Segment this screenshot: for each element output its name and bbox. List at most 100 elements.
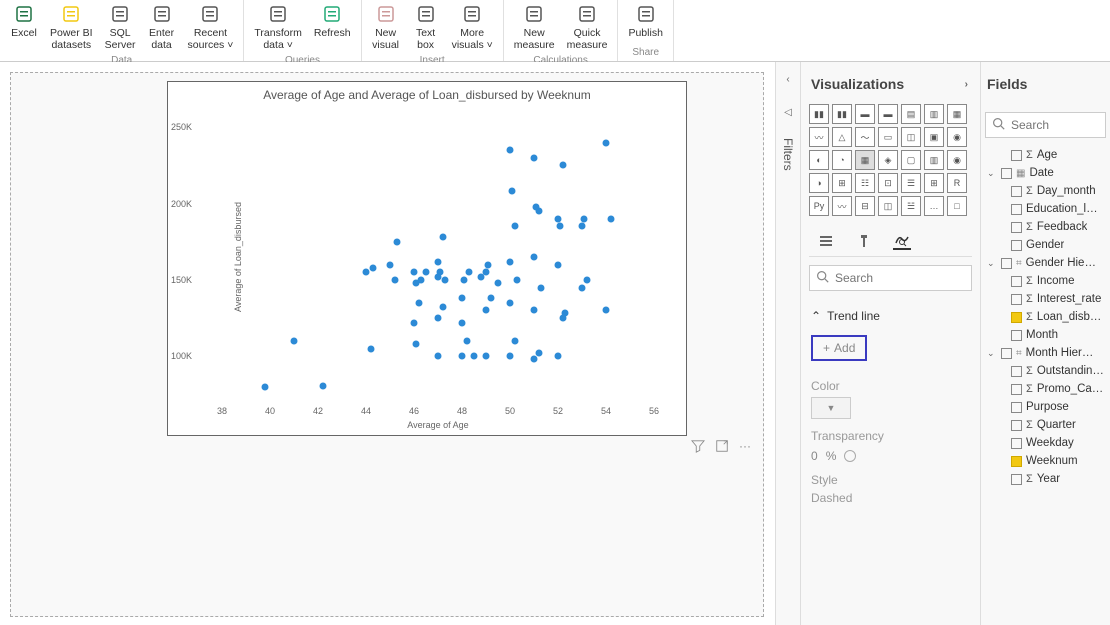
scatter-point[interactable]	[459, 353, 466, 360]
field-item[interactable]: ⌄⌗Month Hier…	[985, 344, 1106, 362]
viz-type-6[interactable]: ▦	[947, 104, 967, 124]
scatter-point[interactable]	[603, 307, 610, 314]
viz-type-23[interactable]: ☷	[855, 173, 875, 193]
transform-data-button[interactable]: Transform data ˅	[250, 0, 305, 53]
viz-type-27[interactable]: R	[947, 173, 967, 193]
scatter-point[interactable]	[411, 269, 418, 276]
scatter-point[interactable]	[411, 319, 418, 326]
viz-type-22[interactable]: ⊞	[832, 173, 852, 193]
scatter-point[interactable]	[463, 337, 470, 344]
sql-server-button[interactable]: SQL Server	[101, 0, 140, 53]
viz-type-10[interactable]: ▭	[878, 127, 898, 147]
scatter-point[interactable]	[559, 162, 566, 169]
scatter-point[interactable]	[514, 276, 521, 283]
viz-type-26[interactable]: ⊞	[924, 173, 944, 193]
viz-type-19[interactable]: ▥	[924, 150, 944, 170]
excel-button[interactable]: Excel	[6, 0, 42, 53]
scatter-point[interactable]	[459, 319, 466, 326]
collapse-viz-icon[interactable]: ›	[963, 77, 970, 92]
field-item[interactable]: ΣAge	[985, 146, 1106, 164]
analytics-tab-icon[interactable]	[893, 232, 911, 250]
publish-button[interactable]: Publish	[624, 0, 666, 45]
viz-type-29[interactable]: 〰	[832, 196, 852, 216]
scatter-point[interactable]	[531, 307, 538, 314]
viz-type-15[interactable]: ◔	[832, 150, 852, 170]
viz-type-2[interactable]: ▬	[855, 104, 875, 124]
scatter-point[interactable]	[370, 264, 377, 271]
field-item[interactable]: Weekday	[985, 434, 1106, 452]
field-checkbox[interactable]	[1001, 348, 1012, 359]
scatter-point[interactable]	[461, 276, 468, 283]
field-item[interactable]: ΣYear	[985, 470, 1106, 488]
field-checkbox[interactable]	[1011, 186, 1022, 197]
quick-measure-button[interactable]: Quick measure	[563, 0, 612, 53]
scatter-point[interactable]	[483, 353, 490, 360]
field-item[interactable]: Purpose	[985, 398, 1106, 416]
more-visuals-button[interactable]: More visuals ˅	[448, 0, 497, 53]
scatter-point[interactable]	[435, 315, 442, 322]
scatter-point[interactable]	[435, 353, 442, 360]
field-checkbox[interactable]	[1011, 204, 1022, 215]
field-checkbox[interactable]	[1011, 294, 1022, 305]
scatter-point[interactable]	[391, 276, 398, 283]
scatter-point[interactable]	[363, 269, 370, 276]
viz-type-32[interactable]: ☱	[901, 196, 921, 216]
scatter-point[interactable]	[511, 223, 518, 230]
scatter-point[interactable]	[555, 215, 562, 222]
scatter-point[interactable]	[603, 139, 610, 146]
more-options-icon[interactable]: ···	[739, 439, 753, 453]
scatter-point[interactable]	[485, 261, 492, 268]
scatter-point[interactable]	[507, 147, 514, 154]
viz-type-14[interactable]: ◐	[809, 150, 829, 170]
viz-type-0[interactable]: ▮▮	[809, 104, 829, 124]
new-visual-button[interactable]: New visual	[368, 0, 404, 53]
viz-type-30[interactable]: ⊟	[855, 196, 875, 216]
viz-type-5[interactable]: ▥	[924, 104, 944, 124]
scatter-point[interactable]	[533, 203, 540, 210]
scatter-point[interactable]	[507, 258, 514, 265]
scatter-point[interactable]	[579, 284, 586, 291]
scatter-point[interactable]	[466, 269, 473, 276]
filters-toggle-icon[interactable]: ◁	[782, 105, 794, 120]
field-checkbox[interactable]	[1011, 474, 1022, 485]
field-checkbox[interactable]	[1011, 384, 1022, 395]
viz-type-25[interactable]: ☰	[901, 173, 921, 193]
field-item[interactable]: ΣIncome	[985, 272, 1106, 290]
field-item[interactable]: ΣPromo_Ca…	[985, 380, 1106, 398]
scatter-point[interactable]	[423, 269, 430, 276]
trend-line-header[interactable]: ⌃ Trend line	[811, 305, 970, 327]
scatter-chart-visual[interactable]: Average of Age and Average of Loan_disbu…	[167, 81, 687, 436]
scatter-point[interactable]	[562, 310, 569, 317]
viz-type-28[interactable]: Py	[809, 196, 829, 216]
field-item[interactable]: ΣLoan_disbu…	[985, 308, 1106, 326]
scatter-point[interactable]	[442, 276, 449, 283]
text-box-button[interactable]: Text box	[408, 0, 444, 53]
viz-search-box[interactable]	[809, 265, 972, 291]
pbi-datasets-button[interactable]: Power BI datasets	[46, 0, 97, 53]
scatter-point[interactable]	[471, 353, 478, 360]
format-tab-icon[interactable]	[855, 232, 873, 250]
viz-type-13[interactable]: ◉	[947, 127, 967, 147]
scatter-point[interactable]	[531, 254, 538, 261]
viz-type-1[interactable]: ▮▮	[832, 104, 852, 124]
scatter-point[interactable]	[478, 273, 485, 280]
viz-type-17[interactable]: ◈	[878, 150, 898, 170]
add-trend-line-button[interactable]: + Add	[811, 335, 867, 361]
viz-type-9[interactable]: 〜	[855, 127, 875, 147]
field-checkbox[interactable]	[1011, 150, 1022, 161]
expand-caret[interactable]: ⌄	[987, 348, 997, 359]
scatter-point[interactable]	[538, 284, 545, 291]
scatter-point[interactable]	[413, 341, 420, 348]
color-dropdown[interactable]: ▼	[811, 397, 851, 419]
filters-label[interactable]: Filters	[781, 138, 795, 171]
viz-type-21[interactable]: ◑	[809, 173, 829, 193]
field-checkbox[interactable]	[1011, 438, 1022, 449]
field-item[interactable]: Month	[985, 326, 1106, 344]
filter-icon[interactable]	[691, 439, 705, 453]
field-item[interactable]: Weeknum	[985, 452, 1106, 470]
field-checkbox[interactable]	[1011, 456, 1022, 467]
scatter-point[interactable]	[607, 215, 614, 222]
field-item[interactable]: ⌄▦Date	[985, 164, 1106, 182]
field-checkbox[interactable]	[1011, 240, 1022, 251]
enter-data-button[interactable]: Enter data	[144, 0, 180, 53]
